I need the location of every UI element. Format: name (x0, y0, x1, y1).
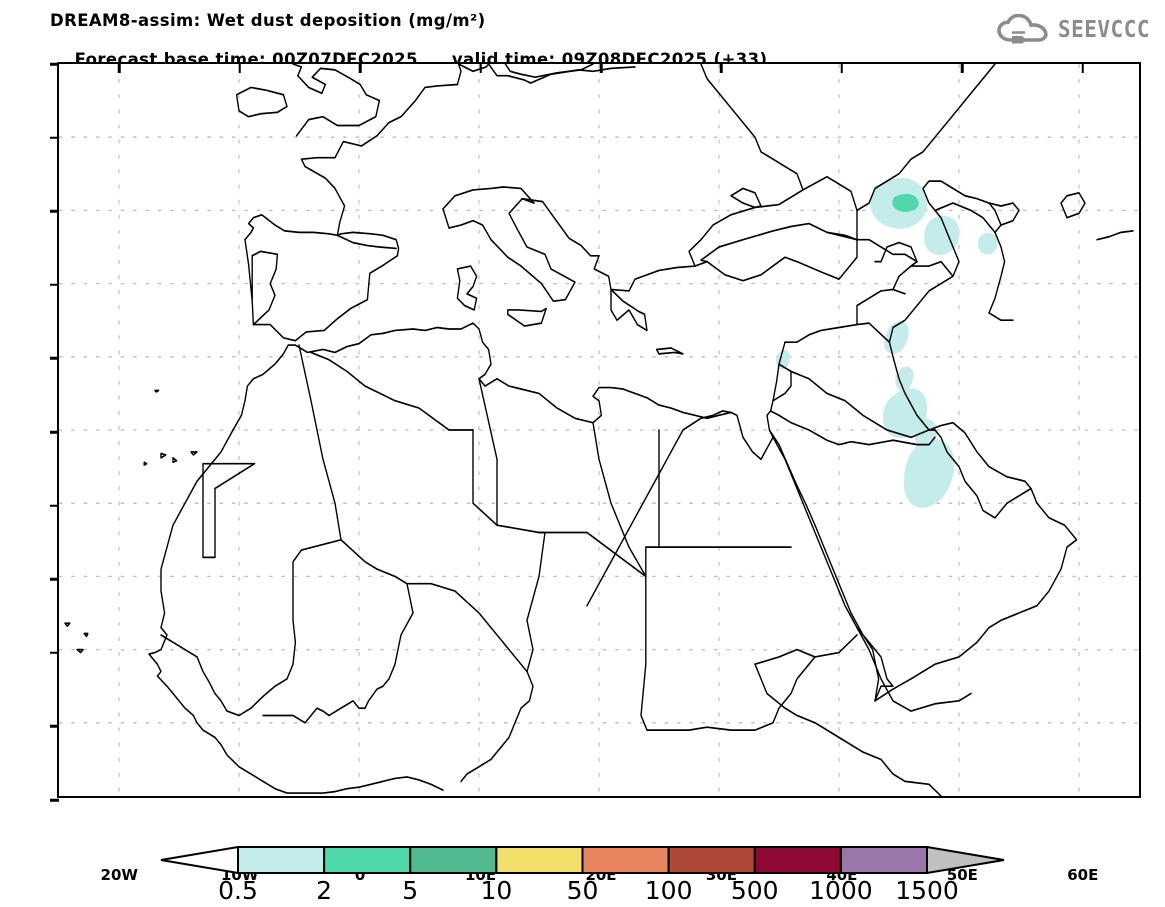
gridlines (59, 64, 1139, 796)
colorbar-band-under (160, 846, 239, 874)
colorbar-band (237, 846, 326, 874)
y-axis-tick (50, 62, 59, 66)
x-axis-tick (1081, 64, 1085, 73)
y-axis-tick (50, 577, 59, 581)
colorbar-band-over (926, 846, 1005, 874)
map-plot-area: 5N10N15N20N25N30N35N40N45N50N55N 20W10W0… (50, 62, 1141, 884)
x-axis-tick (238, 64, 241, 73)
header: DREAM8-assim: Wet dust deposition (mg/m²… (0, 0, 1165, 69)
x-axis-tick (117, 64, 121, 73)
y-axis-tick (50, 283, 59, 287)
colorbar-band (667, 846, 756, 874)
y-axis-tick (50, 504, 59, 507)
x-axis-label: 50E (946, 866, 978, 884)
x-axis-tick (720, 64, 723, 73)
y-axis-tick (50, 651, 59, 655)
map-canvas (59, 64, 1139, 796)
colorbar-band (495, 846, 584, 874)
colorbar-tick-label: 1000 (809, 876, 873, 905)
x-axis-tick (840, 64, 844, 73)
x-axis-label: 20W (100, 866, 138, 884)
x-axis-tick (479, 64, 482, 73)
coastlines-and-borders (64, 64, 1134, 796)
colorbar-tick-label: 5 (402, 876, 419, 905)
colorbar-tick-label: 10 (480, 876, 513, 905)
colorbar-tick-label: 2 (316, 876, 333, 905)
colorbar-band (581, 846, 670, 874)
seevccc-logo: SEEVCCC (997, 14, 1150, 44)
page-title: DREAM8-assim: Wet dust deposition (mg/m²… (50, 11, 486, 30)
x-axis-tick (358, 64, 362, 73)
colorbar: 0.5 2 5 10 50 100 500 1000 1500 (160, 846, 1005, 905)
dust-deposition-contours (776, 178, 998, 508)
cloud-arrow-icon (997, 14, 1048, 44)
x-axis-tick (961, 64, 964, 73)
colorbar-tick-label: 100 (644, 876, 693, 905)
y-axis-tick (50, 725, 59, 728)
y-axis-tick (50, 798, 59, 802)
colorbar-tick-label: 0.5 (218, 876, 258, 905)
y-axis-tick (50, 136, 59, 139)
colorbar-band (839, 846, 928, 874)
x-axis-tick (599, 64, 603, 73)
colorbar-bands (160, 846, 1005, 874)
colorbar-tick-label: 50 (566, 876, 599, 905)
y-axis-tick (50, 209, 59, 213)
colorbar-tick-label: 500 (730, 876, 779, 905)
x-axis-label: 60E (1067, 866, 1099, 884)
y-axis-tick (50, 430, 59, 434)
colorbar-band (323, 846, 412, 874)
colorbar-band (409, 846, 498, 874)
colorbar-band (753, 846, 842, 874)
logo-text: SEEVCCC (1057, 15, 1150, 43)
map-geometry (59, 64, 1139, 796)
colorbar-tick-label: 1500 (895, 876, 959, 905)
x-axis-label: 0 (354, 866, 366, 884)
y-axis-tick (50, 357, 59, 360)
